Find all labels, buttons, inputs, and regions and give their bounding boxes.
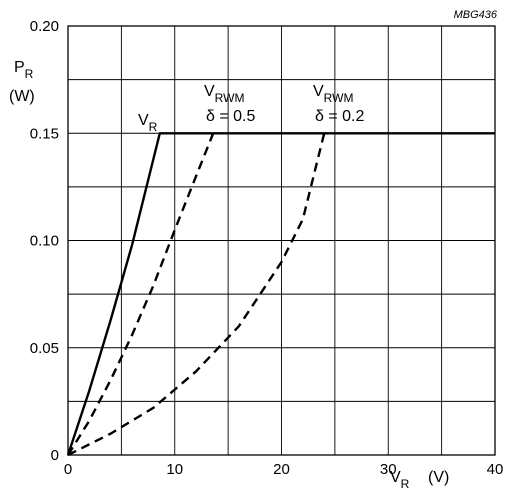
y-tick-labels: 0 0.05 0.10 0.15 0.20	[30, 18, 59, 464]
label-vrwm-05-sub: RWM	[215, 91, 245, 105]
y-tick-label: 0	[51, 447, 59, 464]
y-tick-label: 0.10	[30, 233, 59, 250]
x-axis-label: VR	[390, 469, 410, 491]
y-axis-unit: (W)	[9, 88, 35, 105]
y-axis-label: PR	[14, 59, 34, 81]
x-tick-label: 10	[166, 461, 183, 478]
label-vrwm-05: VRWM	[204, 83, 244, 105]
y-tick-label: 0.15	[30, 125, 59, 142]
x-axis-label-main: V	[390, 469, 401, 486]
curve-vr	[66, 132, 495, 456]
label-vrwm-02-sub: RWM	[324, 91, 354, 105]
label-vrwm-05-main: V	[204, 83, 215, 100]
grid-lines	[68, 26, 495, 455]
label-vrwm-02: VRWM	[313, 83, 353, 105]
y-axis-label-main: P	[14, 59, 25, 76]
label-vrwm-02-main: V	[313, 83, 324, 100]
x-tick-label: 20	[273, 461, 290, 478]
label-vrwm-02-delta: δ = 0.2	[315, 108, 364, 125]
y-tick-label: 0.20	[30, 18, 59, 35]
x-axis-unit: (V)	[428, 469, 449, 486]
figure-code: MBG436	[454, 9, 498, 21]
curve-vrwm-05	[66, 132, 215, 456]
x-tick-label: 0	[64, 461, 72, 478]
x-axis-label-sub: R	[401, 477, 410, 491]
plot-frame	[67, 25, 496, 456]
y-tick-label: 0.05	[30, 340, 59, 357]
x-tick-label: 40	[487, 461, 504, 478]
label-vrwm-05-delta: δ = 0.5	[206, 108, 255, 125]
x-tick-labels: 0 10 20 30 40	[64, 461, 504, 478]
curves	[66, 132, 495, 457]
label-vr: VR	[138, 112, 158, 134]
y-axis-label-sub: R	[25, 67, 34, 81]
label-vr-main: V	[138, 112, 149, 129]
x-tick-label: 30	[380, 461, 397, 478]
curve-vrwm-02	[67, 133, 326, 457]
label-vr-sub: R	[149, 120, 158, 134]
